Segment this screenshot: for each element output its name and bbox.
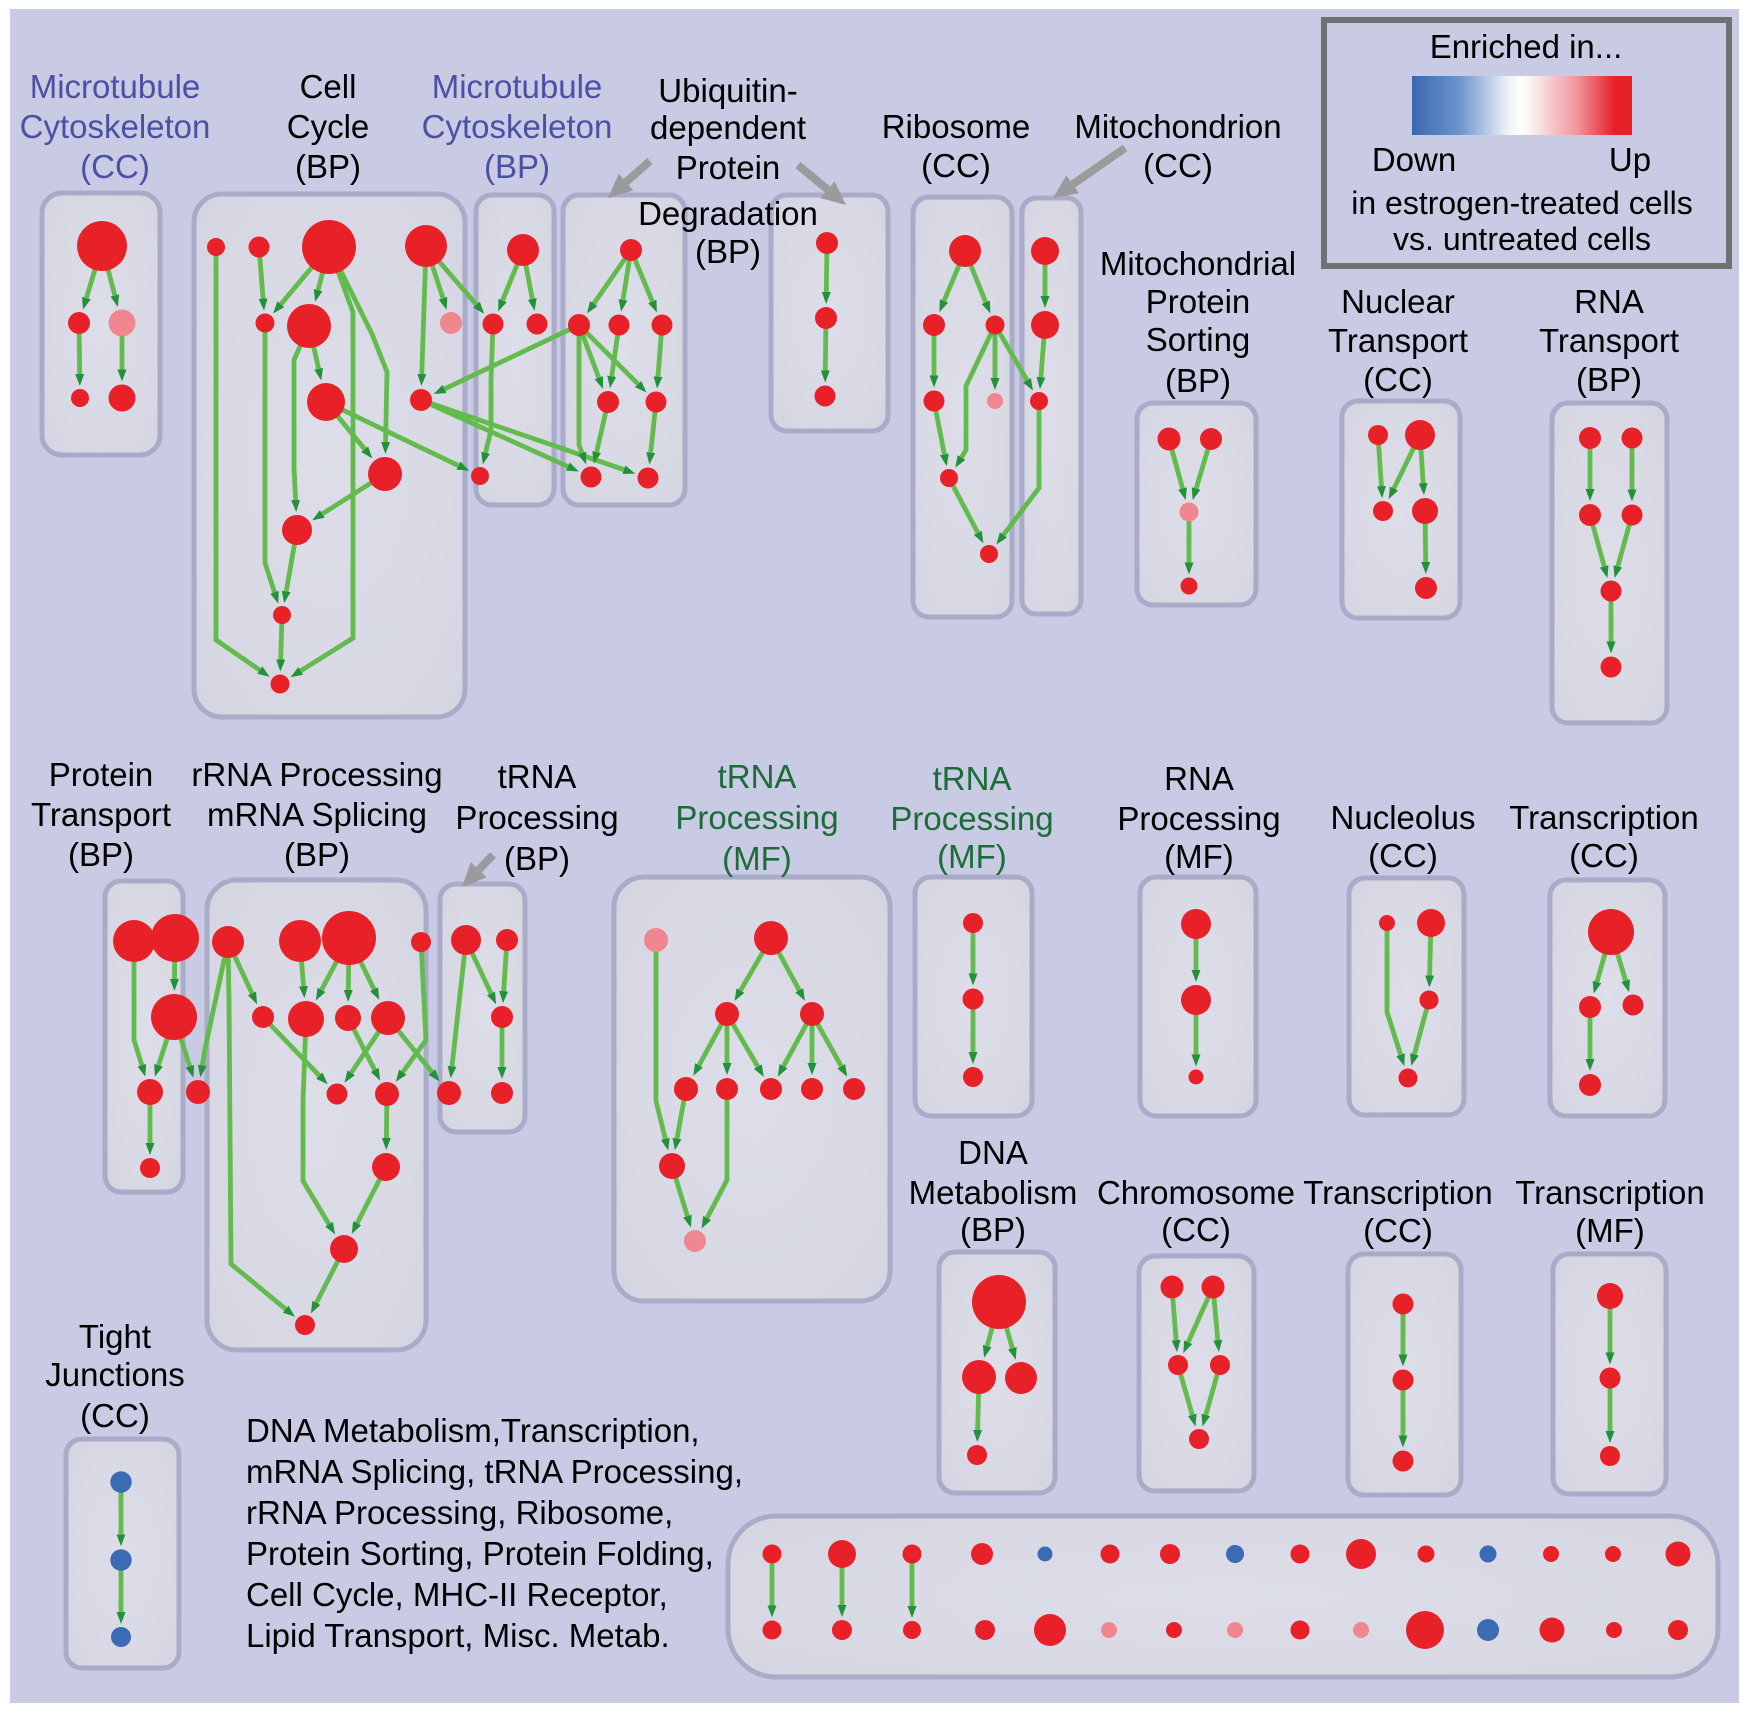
svg-text:(MF): (MF)	[1575, 1212, 1645, 1249]
svg-text:(MF): (MF)	[722, 840, 792, 877]
svg-text:Cytoskeleton: Cytoskeleton	[422, 108, 613, 145]
svg-text:Processing: Processing	[675, 799, 838, 836]
svg-text:(CC): (CC)	[1569, 837, 1639, 874]
svg-text:Nuclear: Nuclear	[1341, 283, 1455, 320]
svg-text:Ribosome: Ribosome	[882, 108, 1031, 145]
svg-text:Transcription: Transcription	[1515, 1174, 1705, 1211]
svg-text:(CC): (CC)	[1161, 1211, 1231, 1248]
svg-text:(BP): (BP)	[284, 836, 350, 873]
svg-text:tRNA: tRNA	[718, 758, 797, 795]
svg-text:DNA Metabolism,Transcription,: DNA Metabolism,Transcription,	[246, 1412, 700, 1449]
svg-text:Cell Cycle, MHC-II Receptor,: Cell Cycle, MHC-II Receptor,	[246, 1576, 668, 1613]
svg-text:Transport: Transport	[1539, 322, 1679, 359]
svg-text:vs. untreated cells: vs. untreated cells	[1393, 221, 1651, 257]
svg-text:Metabolism: Metabolism	[909, 1174, 1078, 1211]
svg-text:Cytoskeleton: Cytoskeleton	[20, 108, 211, 145]
svg-text:DNA: DNA	[958, 1134, 1028, 1171]
svg-text:Microtubule: Microtubule	[432, 68, 603, 105]
svg-text:Transcription: Transcription	[1303, 1174, 1493, 1211]
svg-text:Mitochondrial: Mitochondrial	[1100, 245, 1296, 282]
svg-text:(BP): (BP)	[484, 148, 550, 185]
svg-text:Nucleolus: Nucleolus	[1331, 799, 1476, 836]
svg-text:Ubiquitin-: Ubiquitin-	[658, 72, 797, 109]
svg-text:Protein Sorting, Protein Foldi: Protein Sorting, Protein Folding,	[246, 1535, 714, 1572]
svg-text:Degradation: Degradation	[638, 195, 818, 232]
svg-text:(MF): (MF)	[937, 838, 1007, 875]
svg-text:(BP): (BP)	[695, 233, 761, 270]
svg-text:(BP): (BP)	[960, 1211, 1026, 1248]
svg-text:in estrogen-treated cells: in estrogen-treated cells	[1351, 185, 1693, 221]
svg-text:(BP): (BP)	[295, 148, 361, 185]
svg-text:(CC): (CC)	[80, 148, 150, 185]
svg-text:Processing: Processing	[1117, 800, 1280, 837]
svg-text:Protein: Protein	[1146, 283, 1251, 320]
svg-text:rRNA Processing: rRNA Processing	[191, 756, 442, 793]
svg-text:(BP): (BP)	[68, 836, 134, 873]
svg-text:Mitochondrion: Mitochondrion	[1074, 108, 1281, 145]
svg-text:Protein: Protein	[49, 756, 154, 793]
svg-text:Enriched in...: Enriched in...	[1430, 28, 1623, 65]
svg-text:rRNA Processing, Ribosome,: rRNA Processing, Ribosome,	[246, 1494, 673, 1531]
svg-text:(CC): (CC)	[1363, 361, 1433, 398]
svg-text:Down: Down	[1372, 141, 1456, 178]
svg-text:(BP): (BP)	[1576, 361, 1642, 398]
svg-text:RNA: RNA	[1164, 760, 1234, 797]
svg-text:Chromosome: Chromosome	[1097, 1174, 1295, 1211]
svg-text:Tight: Tight	[79, 1318, 151, 1355]
svg-text:(BP): (BP)	[504, 840, 570, 877]
svg-text:Cell: Cell	[300, 68, 357, 105]
svg-text:Transport: Transport	[1328, 322, 1468, 359]
svg-text:(BP): (BP)	[1165, 362, 1231, 399]
svg-text:mRNA Splicing: mRNA Splicing	[207, 796, 427, 833]
svg-text:Microtubule: Microtubule	[30, 68, 201, 105]
svg-text:Processing: Processing	[455, 799, 618, 836]
svg-text:(CC): (CC)	[1143, 147, 1213, 184]
svg-text:Cycle: Cycle	[287, 108, 370, 145]
svg-text:Sorting: Sorting	[1146, 321, 1251, 358]
svg-text:dependent: dependent	[650, 109, 806, 146]
svg-text:tRNA: tRNA	[933, 760, 1012, 797]
svg-text:mRNA Splicing, tRNA Processing: mRNA Splicing, tRNA Processing,	[246, 1453, 743, 1490]
svg-text:(CC): (CC)	[921, 147, 991, 184]
svg-text:(CC): (CC)	[1363, 1212, 1433, 1249]
svg-text:Processing: Processing	[890, 800, 1053, 837]
svg-text:Up: Up	[1609, 141, 1651, 178]
svg-text:Transport: Transport	[31, 796, 171, 833]
svg-text:Protein: Protein	[676, 149, 781, 186]
svg-text:(CC): (CC)	[80, 1397, 150, 1434]
svg-text:tRNA: tRNA	[498, 758, 577, 795]
svg-text:(CC): (CC)	[1368, 837, 1438, 874]
svg-text:RNA: RNA	[1574, 283, 1644, 320]
svg-text:(MF): (MF)	[1164, 838, 1234, 875]
svg-text:Lipid Transport, Misc. Metab.: Lipid Transport, Misc. Metab.	[246, 1617, 670, 1654]
svg-text:Junctions: Junctions	[45, 1356, 184, 1393]
svg-text:Transcription: Transcription	[1509, 799, 1699, 836]
